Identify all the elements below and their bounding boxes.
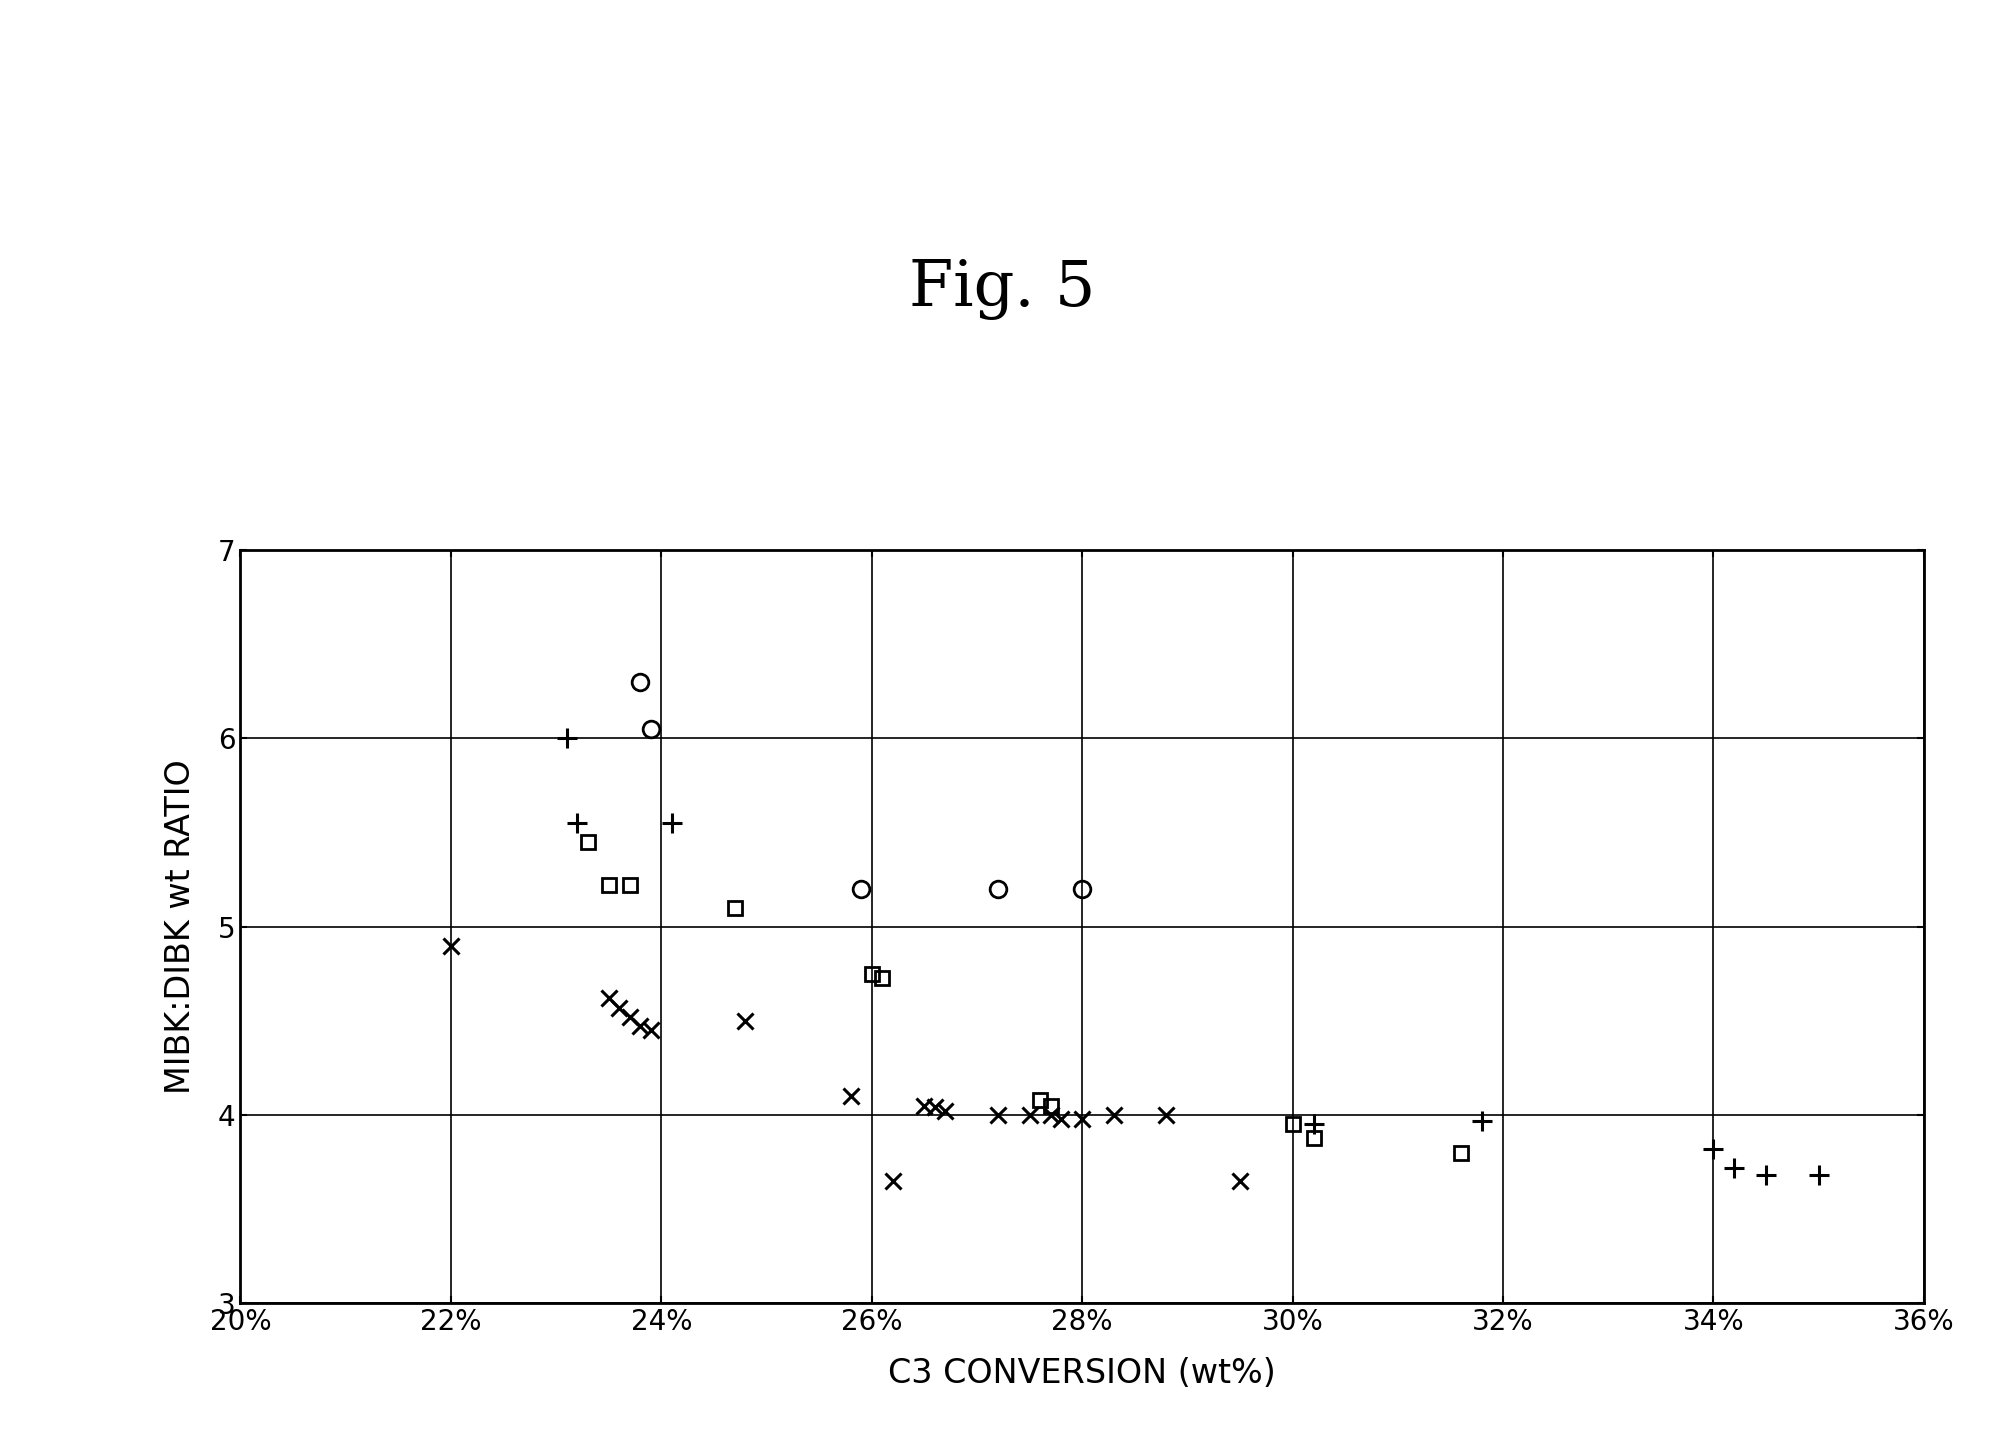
Y-axis label: MIBK:DIBK wt RATIO: MIBK:DIBK wt RATIO: [164, 759, 196, 1095]
Text: Fig. 5: Fig. 5: [908, 259, 1096, 320]
X-axis label: C3 CONVERSION (wt%): C3 CONVERSION (wt%): [888, 1357, 1277, 1390]
